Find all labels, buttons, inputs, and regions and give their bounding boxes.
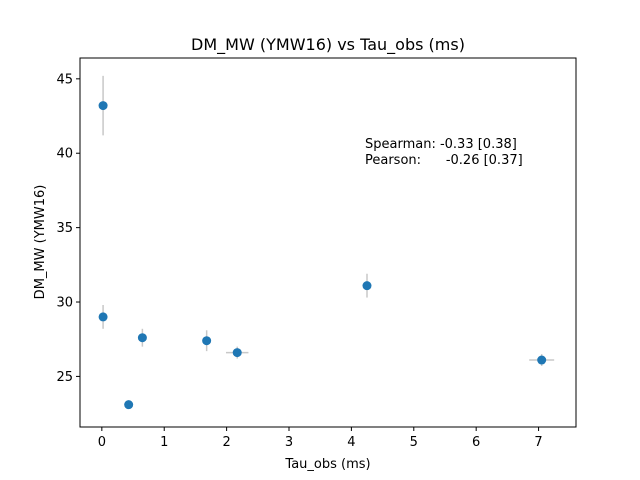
x-tick-label: 2: [222, 435, 230, 450]
y-tick-label: 30: [56, 296, 73, 311]
data-point: [232, 348, 242, 358]
data-point: [98, 312, 108, 322]
data-point: [202, 336, 212, 346]
y-axis-label: DM_MW (YMW16): [33, 185, 48, 300]
data-point: [362, 281, 372, 291]
x-tick-label: 3: [285, 435, 293, 450]
y-tick-label: 25: [56, 370, 73, 385]
plot-frame: [79, 57, 577, 428]
y-tick-label: 35: [56, 221, 73, 236]
x-axis-ticks: 0 1 2 3 4 5 6 7: [98, 427, 543, 450]
y-tick-label: 45: [56, 72, 73, 87]
y-tick-label: 40: [56, 147, 73, 162]
x-tick-label: 4: [347, 435, 355, 450]
x-tick-label: 7: [534, 435, 542, 450]
data-point: [98, 101, 108, 111]
pearson-annotation: Pearson: -0.26 [0.37]: [365, 153, 523, 168]
spearman-annotation: Spearman: -0.33 [0.38]: [365, 137, 517, 152]
data-point: [537, 355, 547, 365]
x-tick-label: 5: [410, 435, 418, 450]
data-point: [137, 333, 147, 343]
chart-title: DM_MW (YMW16) vs Tau_obs (ms): [191, 35, 465, 55]
x-tick-label: 0: [98, 435, 106, 450]
data-point: [124, 400, 134, 410]
x-axis-label: Tau_obs (ms): [284, 457, 370, 472]
y-axis-ticks: 25 30 35 40 45: [56, 72, 80, 385]
x-tick-label: 6: [472, 435, 480, 450]
x-tick-label: 1: [160, 435, 168, 450]
data-points: [98, 101, 547, 410]
